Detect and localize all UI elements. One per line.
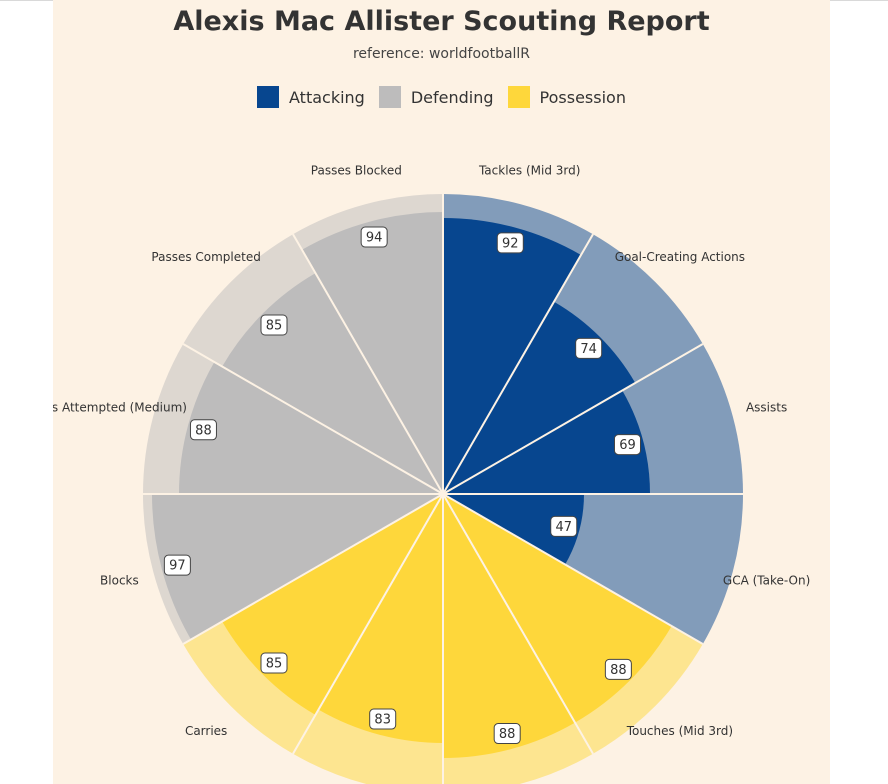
value-label-text: 47 (555, 520, 572, 535)
value-label-text: 69 (619, 438, 636, 453)
value-label-box (604, 658, 632, 680)
value-label-text: 97 (169, 559, 186, 574)
category-label-gca-take-on: GCA (Take-On) (723, 574, 810, 588)
spoke-line (182, 343, 444, 495)
category-label-assists: Assists (746, 400, 787, 414)
value-label-text: 94 (366, 231, 383, 246)
legend-item-defending: Defending (378, 86, 494, 108)
chart-panel: Tackles (Mid 3rd) Goal-Creating Actions As… (53, 0, 830, 784)
value-label-8: 85 (260, 652, 288, 674)
bar-s-attempted-medium-10 (179, 362, 443, 494)
legend-label-defending: Defending (410, 87, 494, 107)
category-label-s-attempted-medium: s Attempted (Medium) (53, 400, 187, 414)
value-label-box (496, 232, 524, 254)
category-label-passes-completed: Passes Completed (151, 250, 260, 264)
bar-passes-blocked-12 (302, 212, 443, 494)
value-label-1: 92 (496, 232, 524, 254)
value-label-box (163, 554, 191, 576)
legend-swatch-defending (378, 86, 401, 108)
value-label-box (550, 515, 578, 537)
value-label-box (493, 723, 521, 745)
value-label-box (260, 314, 288, 336)
bar-unlabeled-6 (443, 494, 575, 758)
legend-swatch-attacking (257, 86, 280, 108)
value-label-5: 88 (604, 658, 632, 680)
category-label-touches-mid-3rd: Touches (Mid 3rd) (626, 724, 733, 738)
bar-unlabeled-7 (318, 494, 443, 743)
value-label-box (360, 226, 388, 248)
value-label-12: 94 (360, 226, 388, 248)
value-label-text: 88 (195, 423, 212, 438)
spoke-line (292, 493, 444, 755)
bar-assists-3 (443, 390, 650, 494)
spoke-line (182, 493, 444, 645)
value-label-text: 83 (374, 713, 391, 728)
value-label-6: 88 (493, 723, 521, 745)
value-label-text: 88 (499, 727, 516, 742)
value-label-3: 69 (613, 434, 641, 456)
value-label-box (575, 337, 603, 359)
legend-label-attacking: Attacking (289, 87, 365, 107)
spoke-line (442, 233, 594, 495)
category-label-blocks: Blocks (100, 574, 139, 588)
value-label-text: 74 (580, 342, 597, 357)
bar-blocks-9 (152, 494, 443, 640)
chart-subtitle: reference: worldfootballR (352, 46, 531, 62)
value-label-2: 74 (575, 337, 603, 359)
category-label-goal-creating-actions: Goal-Creating Actions (615, 250, 745, 264)
value-label-4: 47 (550, 515, 578, 537)
spoke-line (442, 493, 704, 645)
value-label-box (613, 434, 641, 456)
spoke-line (442, 493, 594, 755)
value-label-9: 97 (163, 554, 191, 576)
legend-item-possession: Possession (507, 86, 626, 108)
bar-gca-take-on-4 (443, 494, 584, 565)
value-label-box (260, 652, 288, 674)
category-label-tackles-mid-3rd: Tackles (Mid 3rd) (478, 163, 580, 177)
chart-title: Alexis Mac Allister Scouting Report (173, 6, 710, 37)
value-label-10: 88 (189, 419, 217, 441)
legend-item-attacking: Attacking (257, 86, 365, 108)
polar-chart: Tackles (Mid 3rd) Goal-Creating Actions As… (53, 163, 810, 784)
value-label-text: 88 (610, 663, 627, 678)
value-label-box (189, 419, 217, 441)
value-label-text: 92 (502, 236, 519, 251)
spoke-line (442, 343, 704, 495)
legend-swatch-possession (507, 86, 530, 108)
value-label-text: 85 (266, 657, 283, 672)
value-label-11: 85 (260, 314, 288, 336)
value-label-box (369, 708, 397, 730)
value-label-7: 83 (369, 708, 397, 730)
category-label-carries: Carries (185, 724, 227, 738)
legend-label-possession: Possession (539, 87, 626, 107)
bar-tackles-mid-3rd-1 (443, 218, 581, 494)
category-label-passes-blocked: Passes Blocked (311, 163, 402, 177)
value-label-text: 85 (266, 319, 283, 334)
spoke-line (292, 233, 444, 495)
legend: Attacking Defending Possession (53, 86, 830, 108)
